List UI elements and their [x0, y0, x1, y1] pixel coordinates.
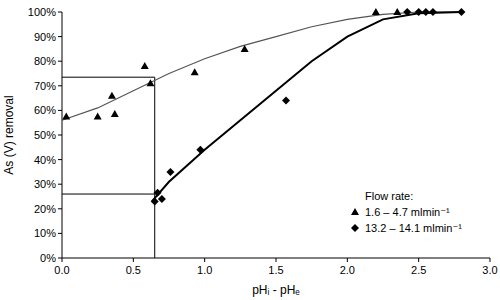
- triangle-marker: [146, 79, 154, 86]
- x-axis-title: pHᵢ - pHₑ: [252, 283, 300, 297]
- triangle-marker: [141, 62, 149, 69]
- triangle-marker: [108, 92, 116, 99]
- y-tick: [58, 135, 62, 136]
- y-tick: [58, 110, 62, 111]
- x-tick-label: 1.5: [268, 264, 283, 276]
- x-tick-label: 2.0: [340, 264, 355, 276]
- y-tick-label: 10%: [34, 227, 56, 239]
- reference-line: [154, 77, 155, 258]
- diamond-marker: [282, 97, 290, 105]
- diamond-marker: [403, 8, 411, 16]
- y-tick-label: 30%: [34, 178, 56, 190]
- y-tick-label: 80%: [34, 55, 56, 67]
- y-tick: [58, 184, 62, 185]
- y-tick-label: 60%: [34, 104, 56, 116]
- x-tick: [418, 258, 419, 262]
- y-tick-label: 90%: [34, 31, 56, 43]
- diamond-marker: [457, 8, 465, 16]
- reference-line: [62, 77, 155, 78]
- diamond-marker: [196, 146, 204, 154]
- y-axis: [62, 12, 63, 258]
- x-tick-label: 0.5: [126, 264, 141, 276]
- y-tick-label: 100%: [28, 6, 56, 18]
- x-tick: [276, 258, 277, 262]
- x-tick: [347, 258, 348, 262]
- x-tick: [490, 258, 491, 262]
- triangle-marker: [372, 8, 380, 15]
- y-tick: [58, 208, 62, 209]
- diamond-marker: [415, 8, 423, 16]
- fit-line: [152, 12, 462, 201]
- legend-label: 13.2 – 14.1 mlmin⁻¹: [365, 222, 462, 234]
- legend-marker: [351, 208, 359, 215]
- x-tick-label: 3.0: [482, 264, 497, 276]
- diamond-marker: [422, 8, 430, 16]
- legend-marker: [351, 224, 359, 232]
- y-tick: [58, 85, 62, 86]
- x-tick-label: 0.0: [54, 264, 69, 276]
- chart: 0% 10% 20% 30% 40% 50% 60% 70% 80% 90% 100% 0.0 0.5 1…: [0, 0, 500, 300]
- y-tick-label: 50%: [34, 129, 56, 141]
- y-tick-label: 0%: [40, 252, 56, 264]
- diamond-marker: [154, 189, 162, 197]
- triangle-marker: [94, 113, 102, 120]
- legend: Flow rate: 1.6 – 4.7 mlmin⁻¹ 13.2 – 14.1 m…: [351, 190, 462, 234]
- x-tick: [133, 258, 134, 262]
- diamond-marker: [158, 195, 166, 203]
- y-tick: [58, 36, 62, 37]
- diamond-marker: [166, 168, 174, 176]
- triangle-marker: [241, 45, 249, 52]
- legend-title: Flow rate:: [365, 190, 413, 202]
- x-tick: [62, 258, 63, 262]
- plot-area: [62, 8, 465, 258]
- y-tick-label: 20%: [34, 203, 56, 215]
- y-tick: [58, 159, 62, 160]
- triangle-marker: [393, 8, 401, 15]
- x-tick-label: 1.0: [197, 264, 212, 276]
- legend-label: 1.6 – 4.7 mlmin⁻¹: [365, 206, 450, 218]
- y-tick: [58, 61, 62, 62]
- y-tick-label: 70%: [34, 80, 56, 92]
- y-tick: [58, 233, 62, 234]
- reference-line: [62, 194, 155, 195]
- triangle-marker: [62, 113, 70, 120]
- diamond-marker: [429, 8, 437, 16]
- triangle-marker: [191, 68, 199, 75]
- y-tick: [58, 258, 62, 259]
- triangle-marker: [111, 110, 119, 117]
- y-axis-title: As (V) removal: [2, 95, 16, 174]
- y-tick-label: 40%: [34, 154, 56, 166]
- fit-line: [62, 12, 461, 120]
- x-axis: [62, 258, 490, 259]
- x-tick-label: 2.5: [411, 264, 426, 276]
- diamond-marker: [151, 197, 159, 205]
- y-tick: [58, 12, 62, 13]
- x-tick: [204, 258, 205, 262]
